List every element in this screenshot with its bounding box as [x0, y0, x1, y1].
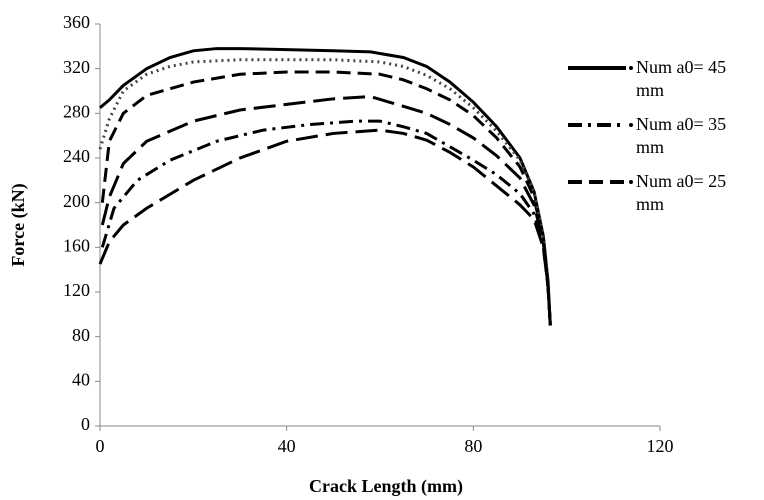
y-tick-label: 40	[72, 369, 90, 389]
x-tick-label: 120	[647, 436, 674, 456]
y-tick-label: 80	[72, 325, 90, 345]
line	[99, 47, 552, 326]
y-tick-label: 240	[63, 146, 90, 166]
line	[100, 119, 552, 326]
legend-marker	[629, 123, 633, 127]
y-tick-label: 280	[63, 101, 90, 121]
legend-label: Num a0= 25 mm	[636, 171, 727, 214]
x-axis-title: Crack Length (mm)	[309, 476, 463, 497]
y-tick-label: 320	[63, 57, 90, 77]
y-tick-label: 0	[81, 414, 90, 434]
x-tick-label: 40	[278, 436, 296, 456]
legend-label: Num a0= 35 mm	[636, 114, 727, 157]
y-axis-title: Force (kN)	[8, 183, 29, 266]
legend-label: Num a0= 45 mm	[636, 57, 727, 100]
legend-marker	[629, 180, 633, 184]
y-tick-label: 360	[63, 12, 90, 32]
line	[100, 95, 552, 326]
y-tick-label: 160	[63, 235, 90, 255]
x-tick-label: 0	[96, 436, 105, 456]
line	[98, 128, 552, 326]
y-tick-label: 120	[63, 280, 90, 300]
line	[100, 70, 552, 326]
legend-marker	[629, 66, 633, 70]
x-tick-label: 80	[464, 436, 482, 456]
y-tick-label: 200	[63, 191, 90, 211]
